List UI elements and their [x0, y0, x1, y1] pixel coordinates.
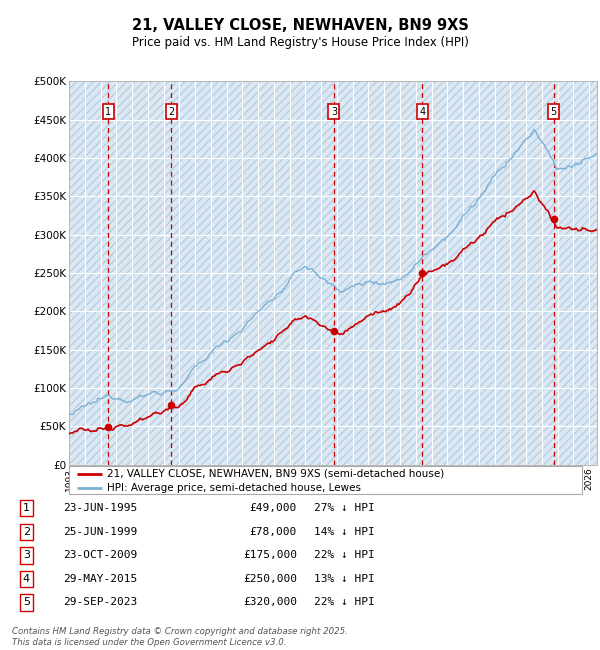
- Text: 1: 1: [105, 107, 111, 117]
- Text: 2: 2: [168, 107, 174, 117]
- Text: 13% ↓ HPI: 13% ↓ HPI: [314, 574, 375, 584]
- Text: £49,000: £49,000: [250, 503, 297, 514]
- Text: 1: 1: [23, 503, 30, 514]
- Text: £175,000: £175,000: [243, 551, 297, 560]
- Text: 2: 2: [23, 527, 30, 537]
- Text: 3: 3: [331, 107, 337, 117]
- Text: 22% ↓ HPI: 22% ↓ HPI: [314, 597, 375, 608]
- Text: 27% ↓ HPI: 27% ↓ HPI: [314, 503, 375, 514]
- Text: 3: 3: [23, 551, 30, 560]
- Text: Price paid vs. HM Land Registry's House Price Index (HPI): Price paid vs. HM Land Registry's House …: [131, 36, 469, 49]
- Text: £78,000: £78,000: [250, 527, 297, 537]
- Text: 21, VALLEY CLOSE, NEWHAVEN, BN9 9XS: 21, VALLEY CLOSE, NEWHAVEN, BN9 9XS: [131, 18, 469, 33]
- Text: 21, VALLEY CLOSE, NEWHAVEN, BN9 9XS (semi-detached house): 21, VALLEY CLOSE, NEWHAVEN, BN9 9XS (sem…: [107, 469, 445, 479]
- Text: 5: 5: [551, 107, 557, 117]
- Text: 25-JUN-1999: 25-JUN-1999: [64, 527, 137, 537]
- Text: Contains HM Land Registry data © Crown copyright and database right 2025.
This d: Contains HM Land Registry data © Crown c…: [12, 627, 348, 647]
- Text: HPI: Average price, semi-detached house, Lewes: HPI: Average price, semi-detached house,…: [107, 483, 361, 493]
- Text: 5: 5: [23, 597, 30, 608]
- Text: 23-OCT-2009: 23-OCT-2009: [64, 551, 137, 560]
- Text: £320,000: £320,000: [243, 597, 297, 608]
- Text: 4: 4: [23, 574, 30, 584]
- Text: 29-SEP-2023: 29-SEP-2023: [64, 597, 137, 608]
- Text: £250,000: £250,000: [243, 574, 297, 584]
- Text: 22% ↓ HPI: 22% ↓ HPI: [314, 551, 375, 560]
- Text: 4: 4: [419, 107, 425, 117]
- Text: 14% ↓ HPI: 14% ↓ HPI: [314, 527, 375, 537]
- Text: 29-MAY-2015: 29-MAY-2015: [64, 574, 137, 584]
- FancyBboxPatch shape: [69, 466, 582, 494]
- Text: 23-JUN-1995: 23-JUN-1995: [64, 503, 137, 514]
